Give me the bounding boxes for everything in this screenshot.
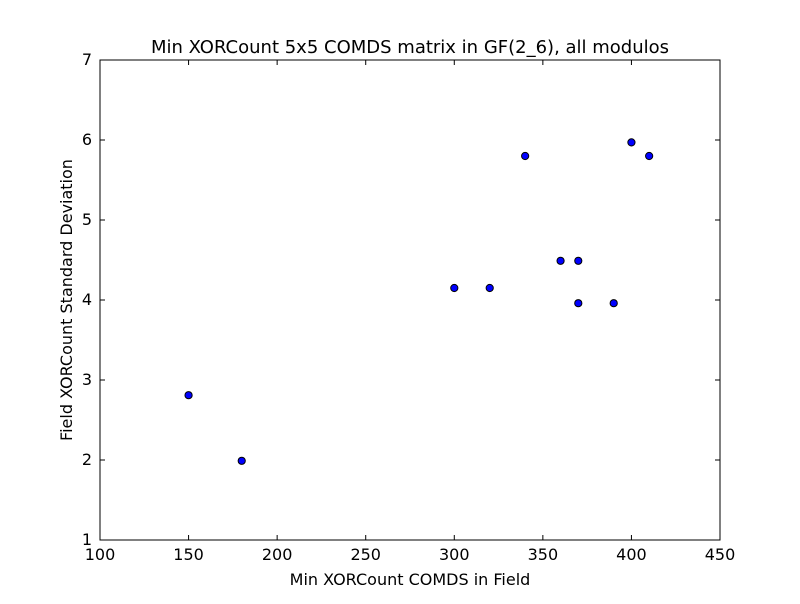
scatter-point	[485, 283, 494, 293]
x-tick-label: 200	[262, 545, 293, 564]
scatter-point	[627, 138, 636, 147]
x-tick-label: 300	[439, 545, 470, 564]
data-points	[184, 138, 654, 465]
y-tick-label: 5	[82, 210, 92, 229]
x-axis-ticks: 100 150 200 250 300 350 400 450	[85, 60, 736, 564]
chart-title: Min XORCount 5x5 COMDS matrix in GF(2_6)…	[151, 37, 669, 58]
y-tick-label: 2	[82, 450, 92, 469]
x-tick-label: 250	[350, 545, 381, 564]
scatter-point	[609, 299, 618, 308]
y-tick-label: 6	[82, 130, 92, 149]
y-tick-label: 7	[82, 50, 92, 69]
scatter-point	[521, 151, 530, 161]
y-tick-label: 1	[82, 530, 92, 549]
scatter-point	[574, 299, 583, 308]
y-tick-label: 4	[82, 290, 92, 309]
plot-area-frame	[99, 59, 721, 541]
scatter-point	[556, 256, 565, 265]
x-tick-label: 350	[528, 545, 559, 564]
scatter-point	[450, 283, 459, 293]
y-tick-label: 3	[82, 370, 92, 389]
scatter-point	[574, 256, 583, 265]
x-tick-label: 450	[705, 545, 736, 564]
scatter-point	[645, 151, 654, 161]
y-axis-ticks: 1 2 3 4 5 6 7	[82, 50, 720, 549]
x-tick-label: 100	[85, 545, 116, 564]
x-tick-label: 400	[616, 545, 647, 564]
x-axis-label: Min XORCount COMDS in Field	[290, 570, 531, 589]
scatter-point	[184, 391, 193, 400]
x-tick-label: 150	[173, 545, 204, 564]
scatter-point	[237, 456, 246, 465]
y-axis-label: Field XORCount Standard Deviation	[57, 159, 76, 441]
